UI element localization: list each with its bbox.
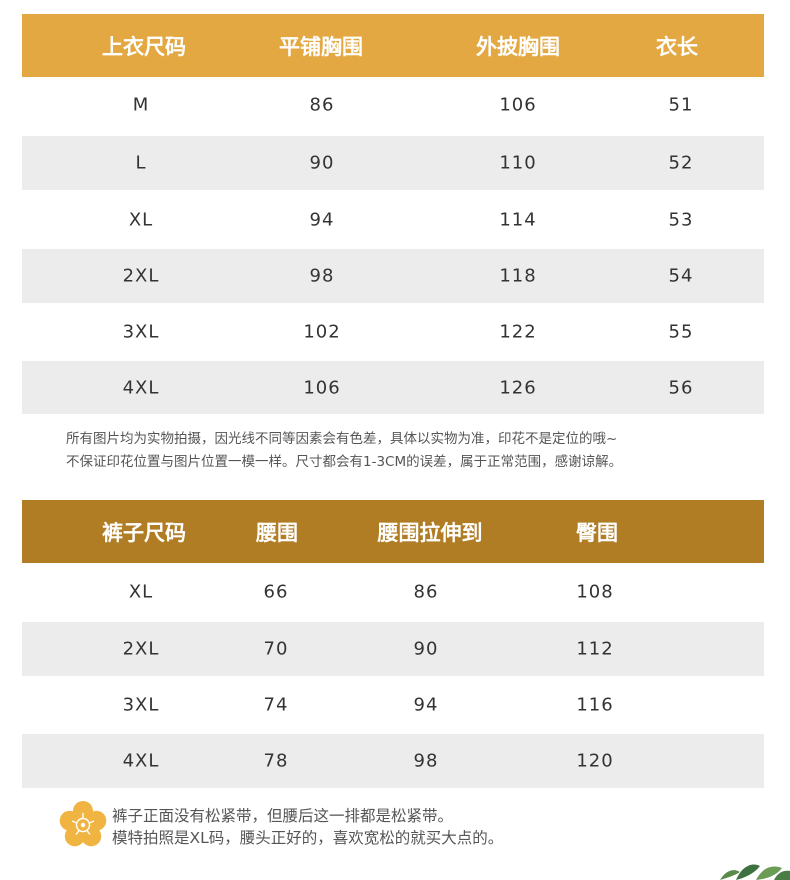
pants-table-header: 裤子尺码 腰围 腰围拉伸到 臀围 — [22, 500, 764, 563]
cell-length: 56 — [668, 377, 694, 398]
header-waist: 腰围 — [256, 520, 298, 545]
cell-waist-stretch: 90 — [413, 638, 439, 660]
cell-size: M — [132, 94, 150, 116]
header-flat-chest: 平铺胸围 — [279, 34, 363, 59]
cell-flat-chest: 94 — [309, 209, 335, 230]
cell-waist-stretch: 94 — [413, 694, 439, 716]
cell-length: 52 — [668, 152, 694, 174]
cell-size: 4XL — [122, 750, 160, 772]
table-row: 3XL 102 122 55 — [22, 303, 764, 361]
cell-hip: 116 — [576, 694, 614, 716]
cell-waist: 70 — [263, 638, 289, 660]
cell-size: 3XL — [122, 321, 160, 343]
top-table-header: 上衣尺码 平铺胸围 外披胸围 衣长 — [22, 14, 764, 77]
header-outer-chest: 外披胸围 — [476, 34, 560, 59]
cell-flat-chest: 90 — [309, 152, 335, 174]
header-top-size: 上衣尺码 — [102, 34, 186, 59]
cell-size: L — [135, 152, 147, 174]
cell-hip: 108 — [576, 581, 614, 602]
cell-size: XL — [128, 209, 154, 230]
top-disclaimer-line-1: 所有图片均为实物拍摄，因光线不同等因素会有色差，具体以实物为准，印花不是定位的哦… — [66, 431, 618, 447]
cell-outer-chest: 122 — [499, 321, 537, 343]
cell-outer-chest: 110 — [499, 152, 537, 174]
header-waist-stretch: 腰围拉伸到 — [377, 520, 483, 545]
cell-outer-chest: 118 — [499, 265, 537, 287]
cell-length: 55 — [668, 321, 694, 343]
table-row: 2XL 98 118 54 — [22, 249, 764, 303]
leaf-decoration-icon — [720, 864, 790, 880]
table-row: L 90 110 52 — [22, 136, 764, 190]
flower-icon — [59, 801, 107, 847]
header-pants-size: 裤子尺码 — [102, 520, 186, 545]
cell-size: XL — [128, 581, 154, 602]
header-hip: 臀围 — [576, 520, 618, 545]
cell-size: 4XL — [122, 377, 160, 398]
cell-outer-chest: 126 — [499, 377, 537, 398]
table-row: XL 94 114 53 — [22, 190, 764, 249]
cell-length: 51 — [668, 94, 694, 116]
table-row: 3XL 74 94 116 — [22, 676, 764, 734]
table-row: 2XL 70 90 112 — [22, 622, 764, 676]
cell-size: 3XL — [122, 694, 160, 716]
cell-waist-stretch: 86 — [413, 581, 439, 602]
pants-size-table: 裤子尺码 腰围 腰围拉伸到 臀围 XL 66 86 108 2XL 70 90 … — [22, 500, 764, 788]
table-row: 4XL 78 98 120 — [22, 734, 764, 788]
table-row: 4XL 106 126 56 — [22, 361, 764, 414]
cell-waist: 78 — [263, 750, 289, 772]
table-row: M 86 106 51 — [22, 77, 764, 133]
table-row: XL 66 86 108 — [22, 563, 764, 620]
cell-hip: 112 — [576, 638, 614, 660]
cell-waist-stretch: 98 — [413, 750, 439, 772]
cell-outer-chest: 114 — [499, 209, 537, 230]
cell-size: 2XL — [122, 265, 160, 287]
cell-flat-chest: 106 — [303, 377, 341, 398]
pants-note-line-2: 模特拍照是XL码，腰头正好的，喜欢宽松的就买大点的。 — [112, 829, 504, 847]
cell-size: 2XL — [122, 638, 160, 660]
top-disclaimer-line-2: 不保证印花位置与图片位置一模一样。尺寸都会有1-3CM的误差，属于正常范围，感谢… — [66, 454, 623, 470]
cell-flat-chest: 102 — [303, 321, 341, 343]
header-length: 衣长 — [656, 34, 698, 59]
cell-length: 53 — [668, 209, 694, 230]
cell-waist: 66 — [263, 581, 289, 602]
cell-length: 54 — [668, 265, 694, 287]
pants-note-line-1: 裤子正面没有松紧带，但腰后这一排都是松紧带。 — [112, 807, 454, 825]
cell-flat-chest: 86 — [309, 94, 335, 116]
cell-outer-chest: 106 — [499, 94, 537, 116]
cell-flat-chest: 98 — [309, 265, 335, 287]
cell-waist: 74 — [263, 694, 289, 716]
top-size-table: 上衣尺码 平铺胸围 外披胸围 衣长 M 86 106 51 L 90 110 5… — [22, 14, 764, 414]
cell-hip: 120 — [576, 750, 614, 772]
